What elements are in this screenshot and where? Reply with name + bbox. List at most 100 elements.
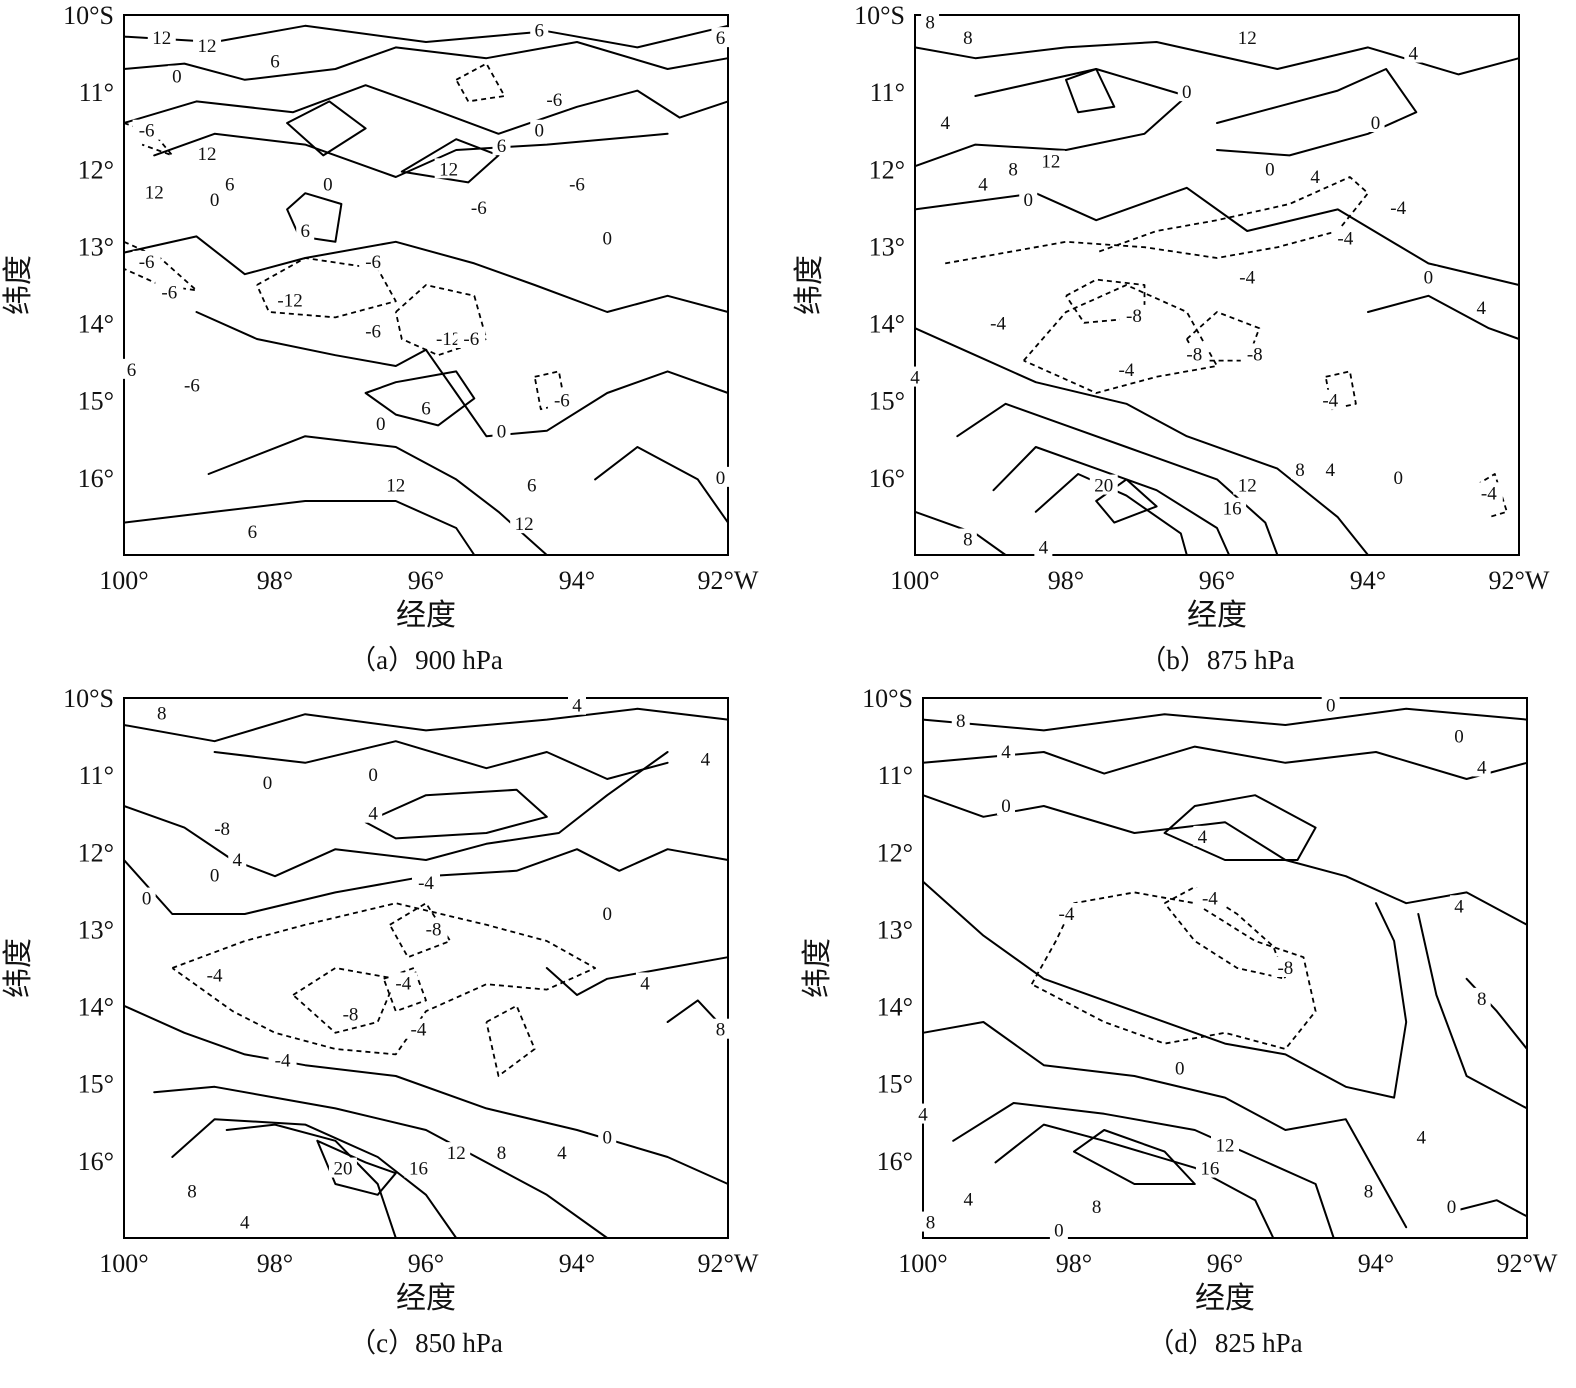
x-tick-label: 100° <box>99 1249 148 1278</box>
svg-text:4: 4 <box>1454 896 1464 917</box>
contour-label: -4 <box>1052 903 1081 925</box>
svg-text:4: 4 <box>1310 167 1320 188</box>
svg-text:-4: -4 <box>990 314 1006 335</box>
y-tick-label: 13° <box>869 232 905 261</box>
contour-label: -4 <box>389 972 418 994</box>
svg-text:-12: -12 <box>436 329 461 350</box>
contour-label: -8 <box>336 1003 365 1025</box>
svg-text:0: 0 <box>1054 1220 1064 1241</box>
contour-label: 12 <box>193 142 222 165</box>
contour-label: 6 <box>296 220 315 242</box>
contour-label: 4 <box>235 1211 254 1234</box>
svg-text:8: 8 <box>187 1182 197 1203</box>
svg-text:-6: -6 <box>471 198 487 219</box>
contour-label: -6 <box>540 88 569 111</box>
contour-label: 4 <box>1321 459 1340 481</box>
svg-text:8: 8 <box>497 1143 507 1164</box>
contour-label: 4 <box>906 366 924 389</box>
contour-label: 0 <box>598 227 617 250</box>
svg-text:0: 0 <box>1265 159 1275 180</box>
panel-caption: （b）875 hPa <box>1139 645 1294 675</box>
panel-c: 8 4 4 0 0 4 -8 4 0 0 -4 0 -8 -4 -4 4 -8 -4 -4 8 0 4 8 12 16 20 8 4 1… <box>0 684 790 1388</box>
svg-text:-4: -4 <box>1337 229 1353 250</box>
contour-line-solid <box>914 41 1520 76</box>
contour-line-solid <box>171 1118 458 1239</box>
svg-text:4: 4 <box>1001 742 1011 763</box>
contour-label: 6 <box>266 50 284 72</box>
contour-label: 4 <box>1472 756 1491 778</box>
svg-text:12: 12 <box>447 1143 466 1164</box>
svg-text:-4: -4 <box>1481 483 1497 504</box>
contour-label: 6 <box>417 397 435 419</box>
x-axis-label: 经度 <box>1187 599 1247 632</box>
contour-label: 0 <box>1450 725 1469 748</box>
x-tick-label: 100° <box>99 566 148 595</box>
y-axis-label: 纬度 <box>2 255 35 315</box>
contour-label: 8 <box>921 11 940 34</box>
contour-label: 6 <box>220 173 239 196</box>
svg-text:6: 6 <box>248 522 258 543</box>
svg-text:0: 0 <box>1175 1058 1185 1079</box>
x-tick-label: 94° <box>559 566 595 595</box>
svg-text:4: 4 <box>978 175 988 196</box>
y-tick-label: 11° <box>79 761 114 790</box>
x-tick-label: 96° <box>408 1249 444 1278</box>
svg-text:6: 6 <box>497 136 507 157</box>
svg-text:12: 12 <box>198 36 217 57</box>
x-tick-label: 92°W <box>698 1249 759 1278</box>
svg-text:8: 8 <box>1295 460 1305 481</box>
contour-label: 16 <box>1195 1157 1224 1180</box>
panel-a: 12 12 6 6 6 0 -6 0 6 -6 12 12 6 0 0 12 -6 -6 6 0 -6 -6 -6 -12 -6… <box>0 0 790 694</box>
y-axis-label: 纬度 <box>2 938 35 998</box>
x-tick-label: 92°W <box>1489 566 1550 595</box>
y-tick-label: 10°S <box>854 1 905 30</box>
contour-label: 8 <box>1004 158 1023 180</box>
contour-line-solid <box>123 84 729 135</box>
panel-b: 8 8 12 4 0 0 4 12 8 4 0 4 0 -4 -4 -4 0 4 -8 -4 -8 -8 -4 -4 4 20 12… <box>790 0 1576 694</box>
contour-label: 12 <box>1036 150 1065 173</box>
contour-label: 12 <box>140 181 169 203</box>
svg-text:0: 0 <box>535 121 545 142</box>
svg-text:4: 4 <box>240 1213 250 1234</box>
svg-text:-6: -6 <box>139 252 155 273</box>
contour-label: 12 <box>510 513 539 535</box>
y-tick-label: 11° <box>870 78 905 107</box>
svg-text:4: 4 <box>1417 1128 1427 1149</box>
svg-text:6: 6 <box>535 20 545 41</box>
contour-label: 8 <box>958 528 977 551</box>
contour-line-solid <box>1417 913 1528 1110</box>
contour-label: 0 <box>1177 81 1196 103</box>
svg-text:0: 0 <box>376 414 386 435</box>
y-tick-label: 12° <box>869 155 905 184</box>
y-tick-label: 10°S <box>63 1 114 30</box>
contour-line-dashed <box>171 902 596 1056</box>
contour-label: 20 <box>1089 474 1118 497</box>
contour-label: 0 <box>492 420 511 443</box>
svg-text:0: 0 <box>1024 190 1034 211</box>
y-tick-label: 10°S <box>862 684 913 713</box>
y-tick-label: 14° <box>78 993 114 1022</box>
contour-line-dashed <box>382 967 427 1013</box>
svg-text:0: 0 <box>1326 696 1336 717</box>
svg-text:0: 0 <box>602 229 612 250</box>
contour-label: -8 <box>1271 957 1300 979</box>
contour-label: 4 <box>364 802 383 825</box>
y-tick-label: 14° <box>869 310 905 339</box>
svg-text:12: 12 <box>145 182 164 203</box>
svg-text:4: 4 <box>964 1189 974 1210</box>
contour-line-solid <box>153 132 669 178</box>
contour-line-solid <box>1453 1199 1528 1218</box>
svg-text:0: 0 <box>1001 796 1011 817</box>
svg-text:-6: -6 <box>139 121 155 142</box>
contour-label: 0 <box>258 771 277 794</box>
contour-line-dashed <box>455 62 506 103</box>
svg-text:4: 4 <box>640 973 650 994</box>
x-tick-label: 92°W <box>698 566 759 595</box>
contour-line-dashed <box>485 1004 536 1077</box>
contour-line-solid <box>213 740 669 780</box>
contour-label: 8 <box>951 710 970 732</box>
svg-text:0: 0 <box>323 175 333 196</box>
svg-text:-8: -8 <box>426 919 442 940</box>
contour-label: 4 <box>973 173 992 196</box>
